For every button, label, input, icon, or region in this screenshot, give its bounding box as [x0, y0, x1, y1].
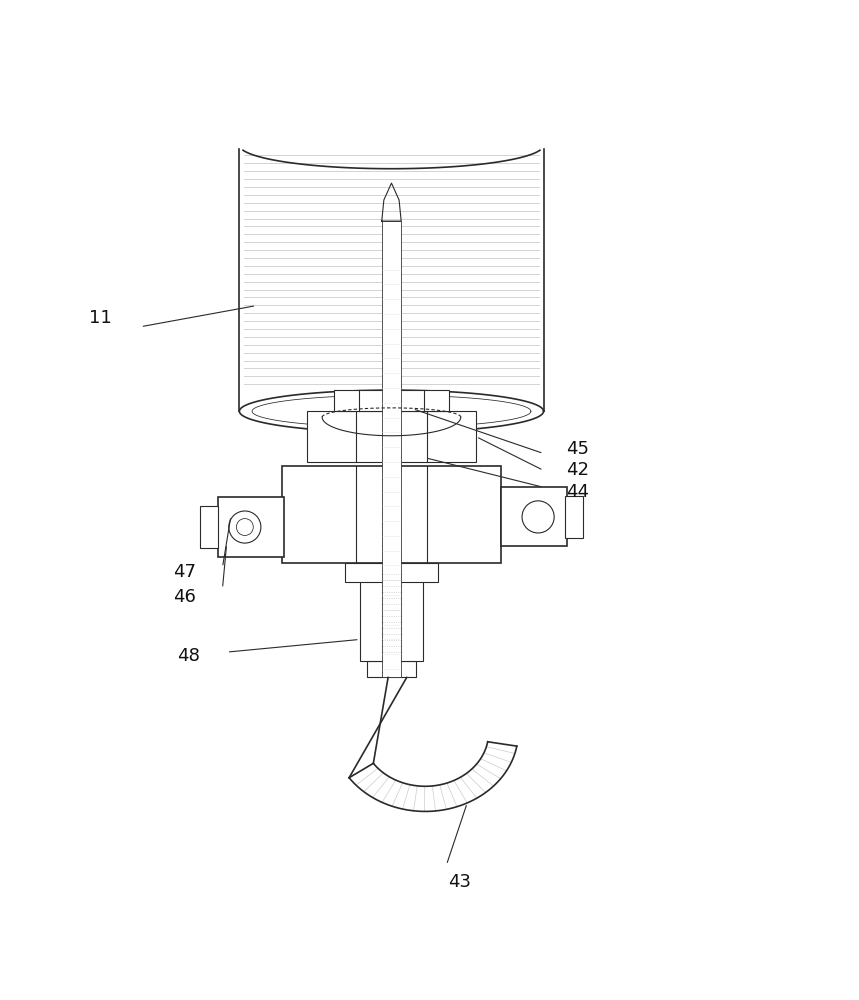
- Text: 44: 44: [566, 483, 589, 501]
- Text: 43: 43: [448, 873, 471, 891]
- Text: 46: 46: [173, 588, 196, 606]
- Text: 42: 42: [566, 461, 589, 479]
- Text: 11: 11: [88, 309, 112, 327]
- Bar: [502, 487, 567, 546]
- Bar: [199, 506, 218, 548]
- Bar: [564, 496, 583, 538]
- Bar: [360, 563, 423, 661]
- Bar: [367, 661, 416, 677]
- Bar: [381, 221, 401, 677]
- Text: 47: 47: [173, 563, 196, 581]
- Bar: [218, 497, 284, 557]
- Text: 48: 48: [177, 647, 200, 665]
- Circle shape: [522, 501, 554, 533]
- Circle shape: [228, 511, 261, 543]
- Bar: [307, 411, 476, 462]
- Bar: [345, 563, 438, 582]
- Text: 45: 45: [566, 440, 589, 458]
- Bar: [334, 390, 448, 411]
- Bar: [282, 466, 502, 563]
